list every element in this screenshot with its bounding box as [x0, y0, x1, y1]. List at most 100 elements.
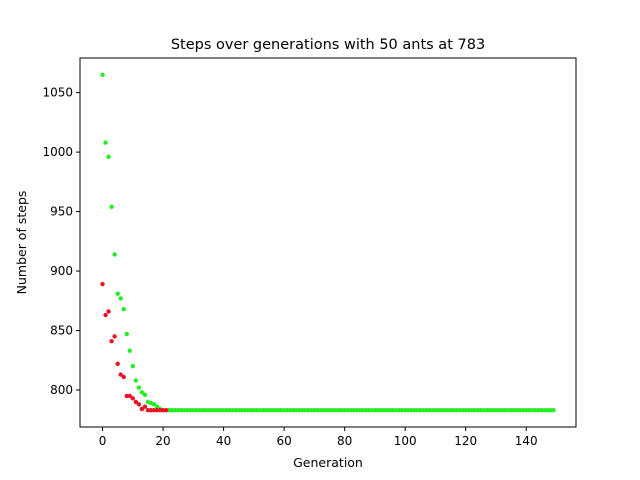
data-point: [230, 408, 235, 413]
data-point: [269, 408, 275, 413]
data-point: [502, 408, 508, 413]
data-point: [333, 408, 338, 413]
x-tick-label: 120: [454, 434, 477, 448]
data-point: [536, 408, 541, 413]
data-point: [545, 408, 550, 413]
x-tick-label: 60: [276, 434, 291, 448]
data-point: [142, 392, 148, 397]
y-tick-label: 950: [50, 205, 73, 219]
data-point: [145, 408, 151, 413]
data-point: [130, 364, 136, 369]
data-point: [466, 408, 471, 413]
data-point: [103, 312, 108, 318]
y-tick-label: 900: [50, 264, 73, 278]
data-point: [354, 408, 359, 413]
data-point: [121, 374, 126, 380]
plot-frame: [79, 57, 577, 428]
data-point: [384, 408, 390, 413]
data-point: [297, 408, 302, 413]
data-point: [533, 408, 538, 413]
data-point: [127, 348, 132, 353]
data-point: [496, 408, 502, 413]
data-point: [212, 408, 217, 413]
data-point: [409, 408, 414, 413]
data-point: [542, 408, 547, 413]
data-point: [505, 408, 511, 413]
data-point: [484, 408, 490, 413]
x-tick-label: 140: [515, 434, 538, 448]
data-point: [342, 408, 347, 413]
data-point: [336, 408, 341, 413]
data-points: [100, 72, 556, 413]
data-point: [236, 408, 241, 413]
data-point: [424, 408, 429, 413]
data-point: [136, 385, 142, 390]
data-point: [206, 408, 211, 413]
data-point: [451, 408, 456, 413]
x-axis-label: Generation: [293, 455, 363, 470]
data-point: [139, 406, 145, 412]
data-point: [242, 408, 247, 413]
data-point: [151, 408, 157, 413]
data-point: [163, 408, 169, 413]
data-point: [393, 408, 399, 413]
data-point: [291, 408, 296, 413]
y-tick-label: 800: [50, 383, 73, 397]
data-point: [433, 408, 438, 413]
data-point: [478, 408, 484, 413]
data-point: [294, 408, 299, 413]
data-point: [463, 408, 468, 413]
data-point: [151, 402, 157, 407]
data-point: [275, 408, 281, 413]
y-axis-label: Number of steps: [14, 191, 29, 295]
data-point: [239, 408, 244, 413]
data-point: [324, 408, 329, 413]
data-point: [387, 408, 393, 413]
data-point: [284, 408, 290, 413]
data-point: [300, 408, 305, 413]
data-point: [327, 408, 332, 413]
data-point: [454, 408, 459, 413]
data-point: [520, 408, 526, 413]
data-point: [339, 408, 344, 413]
data-point: [100, 281, 105, 287]
data-point: [381, 408, 387, 413]
data-point: [406, 408, 411, 413]
x-tick-label: 100: [394, 434, 417, 448]
data-point: [469, 408, 474, 413]
data-point: [179, 408, 184, 413]
data-point: [166, 408, 172, 413]
data-point: [508, 408, 514, 413]
data-point: [287, 408, 293, 413]
data-point: [514, 408, 520, 413]
data-point: [487, 408, 493, 413]
data-point: [251, 408, 257, 413]
data-point: [142, 404, 148, 409]
data-point: [524, 408, 529, 413]
data-point: [309, 408, 314, 413]
data-point: [233, 408, 238, 413]
data-point: [378, 408, 384, 413]
data-point: [109, 204, 114, 210]
data-point: [188, 408, 193, 413]
data-point: [517, 408, 523, 413]
data-point: [160, 408, 166, 413]
data-point: [551, 408, 556, 413]
data-point: [215, 408, 220, 413]
x-tick-label: 40: [216, 434, 231, 448]
data-point: [427, 408, 432, 413]
data-point: [457, 408, 462, 413]
data-point: [127, 393, 132, 399]
data-point: [109, 339, 114, 344]
data-point: [248, 408, 254, 413]
data-point: [490, 408, 496, 413]
data-point: [436, 408, 441, 413]
data-point: [124, 331, 129, 337]
data-point: [460, 408, 465, 413]
data-point: [281, 408, 287, 413]
data-point: [106, 309, 111, 314]
data-point: [278, 408, 284, 413]
data-point: [357, 408, 362, 413]
data-point: [412, 408, 417, 413]
x-tick-label: 80: [337, 434, 352, 448]
